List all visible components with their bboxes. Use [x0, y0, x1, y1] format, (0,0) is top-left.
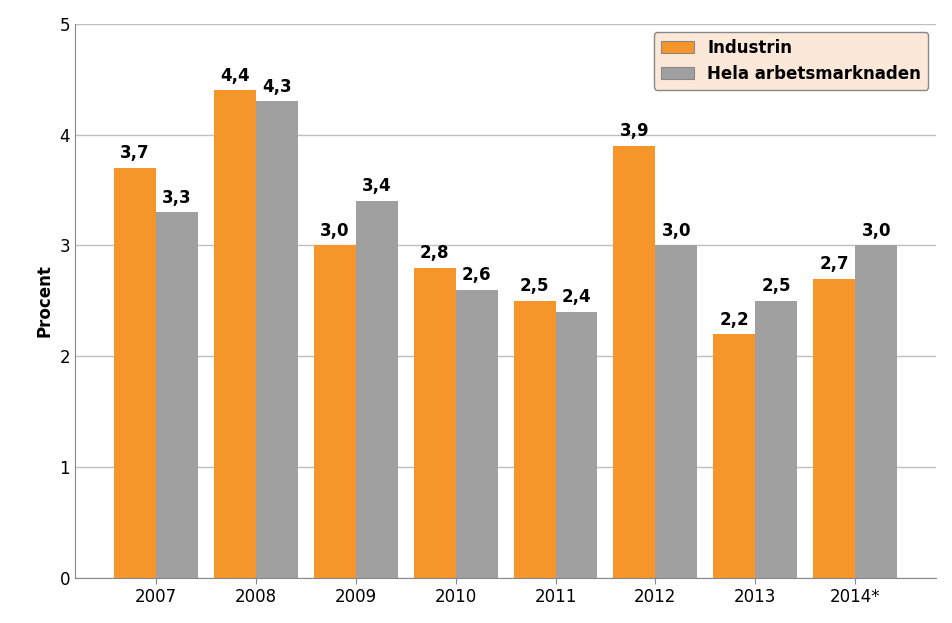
Text: 3,0: 3,0 — [861, 222, 890, 240]
Text: 2,8: 2,8 — [420, 244, 449, 262]
Bar — [313, 245, 355, 578]
Text: 2,2: 2,2 — [719, 310, 748, 328]
Bar — [114, 168, 156, 578]
Text: 3,0: 3,0 — [320, 222, 349, 240]
Text: 3,9: 3,9 — [619, 122, 648, 140]
Text: 2,6: 2,6 — [462, 266, 491, 284]
Bar — [513, 301, 555, 578]
Legend: Industrin, Hela arbetsmarknaden: Industrin, Hela arbetsmarknaden — [653, 32, 927, 90]
Text: 4,3: 4,3 — [262, 78, 291, 96]
Bar — [156, 212, 198, 578]
Text: 4,4: 4,4 — [220, 67, 249, 85]
Text: 2,4: 2,4 — [561, 288, 590, 307]
Text: 2,7: 2,7 — [819, 255, 848, 273]
Bar — [455, 290, 497, 578]
Bar — [755, 301, 797, 578]
Bar — [555, 312, 597, 578]
Bar — [854, 245, 896, 578]
Text: 3,3: 3,3 — [162, 189, 191, 207]
Text: 3,0: 3,0 — [661, 222, 690, 240]
Bar — [613, 146, 655, 578]
Bar — [255, 102, 297, 578]
Bar — [713, 334, 755, 578]
Bar — [655, 245, 697, 578]
Text: 2,5: 2,5 — [761, 277, 790, 295]
Bar — [413, 267, 455, 578]
Bar — [355, 201, 397, 578]
Text: 2,5: 2,5 — [519, 277, 548, 295]
Text: 3,7: 3,7 — [120, 145, 149, 162]
Text: 3,4: 3,4 — [362, 178, 391, 196]
Bar — [213, 90, 255, 578]
Y-axis label: Procent: Procent — [35, 264, 53, 337]
Bar — [812, 278, 854, 578]
